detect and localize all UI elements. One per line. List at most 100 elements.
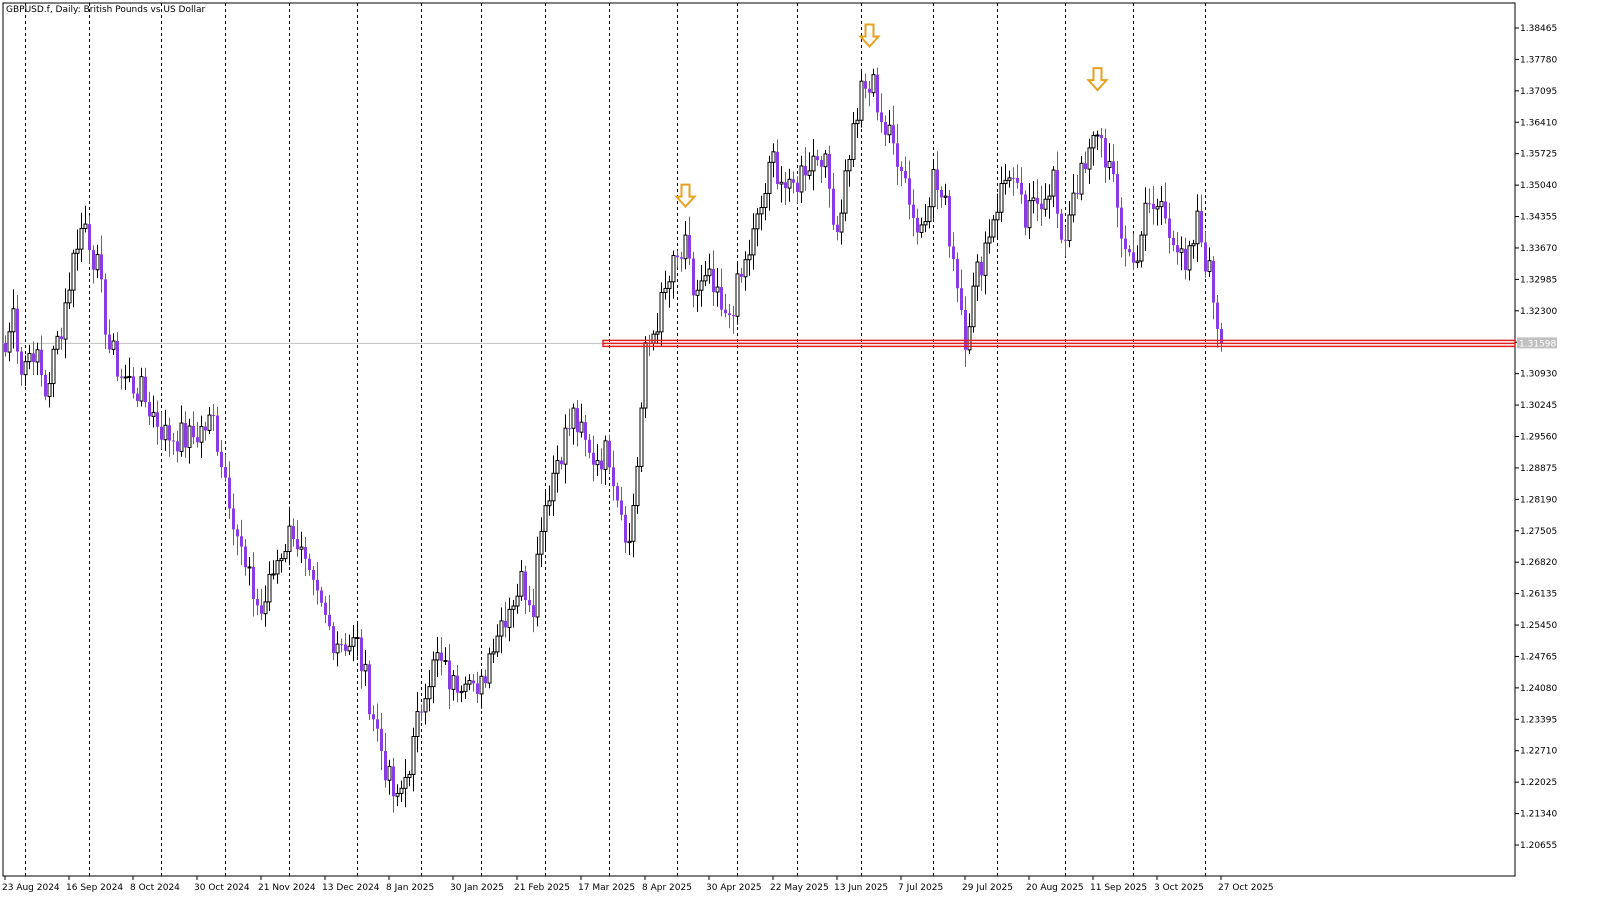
- candle: [228, 461, 231, 519]
- candle-body: [1124, 238, 1127, 250]
- candle-body: [100, 254, 103, 280]
- candle-body: [612, 467, 615, 487]
- candle-body: [504, 620, 507, 628]
- candle: [900, 161, 903, 187]
- time-tick-label: 3 Oct 2025: [1154, 883, 1204, 893]
- time-tick-label: 8 Oct 2024: [130, 883, 180, 893]
- candle: [484, 669, 487, 688]
- candle: [836, 215, 839, 241]
- candle-body: [1164, 201, 1167, 219]
- candle-body: [407, 773, 412, 778]
- candle: [699, 264, 704, 307]
- candle: [943, 183, 948, 206]
- candle: [1012, 167, 1015, 196]
- candle-body: [104, 279, 107, 335]
- candle: [1116, 160, 1119, 228]
- candle: [279, 553, 284, 573]
- candle-body: [663, 287, 668, 293]
- candle: [328, 595, 331, 631]
- candle-body: [11, 308, 16, 333]
- candle-body: [79, 227, 84, 250]
- candle: [507, 597, 512, 642]
- candle: [324, 596, 327, 624]
- price-tick-label: 1.32300: [1520, 307, 1557, 317]
- price-tick-label: 1.30245: [1520, 401, 1557, 411]
- candle-body: [151, 411, 156, 417]
- candle-body: [931, 168, 936, 208]
- candle-body: [283, 551, 288, 560]
- candle: [659, 282, 664, 347]
- candle: [643, 336, 648, 419]
- candle: [767, 155, 772, 211]
- candle: [692, 251, 695, 308]
- candle: [980, 256, 983, 291]
- resistance-line: [602, 339, 1516, 348]
- candle: [1040, 185, 1043, 226]
- candle: [724, 293, 727, 318]
- candle: [16, 295, 19, 364]
- candle-body: [192, 426, 195, 438]
- candle-body: [995, 211, 1000, 221]
- candle-body: [116, 341, 119, 377]
- candle: [260, 589, 263, 621]
- candle-body: [1084, 163, 1087, 170]
- candle: [1168, 202, 1171, 254]
- candle-body: [971, 285, 976, 328]
- candle-body: [1036, 197, 1039, 204]
- candle-body: [1179, 248, 1184, 253]
- down-arrow-icon: [858, 23, 881, 49]
- candle: [27, 344, 32, 370]
- candle-body: [423, 698, 428, 713]
- candle-body: [487, 653, 492, 684]
- price-tick-label: 1.21340: [1520, 810, 1557, 820]
- candle-body: [443, 659, 448, 662]
- candle-body: [960, 288, 963, 311]
- candle: [588, 433, 591, 459]
- candle-body: [479, 675, 484, 695]
- time-tick-label: 13 Dec 2024: [322, 883, 380, 893]
- candle-body: [563, 427, 568, 465]
- candle: [332, 622, 335, 661]
- candle: [940, 186, 943, 208]
- candle-body: [376, 719, 379, 729]
- candle: [847, 155, 852, 187]
- candle: [703, 260, 708, 287]
- candle: [855, 107, 860, 139]
- candle-body: [4, 342, 7, 353]
- candle: [612, 450, 615, 501]
- candle-body: [796, 182, 799, 192]
- candle: [1187, 240, 1192, 281]
- time-tick-label: 17 Mar 2025: [578, 883, 635, 893]
- candle-body: [196, 437, 199, 443]
- candle-body: [83, 223, 88, 229]
- candle-body: [627, 540, 632, 544]
- candle: [476, 671, 479, 704]
- time-axis: 23 Aug 2024 16 Sep 2024 8 Oct 2024 30 Oct 2…: [2, 876, 1274, 893]
- price-tick-label: 1.20655: [1520, 841, 1557, 851]
- candle-body: [1148, 203, 1151, 205]
- time-tick-label: 11 Sep 2025: [1090, 883, 1147, 893]
- candle-body: [595, 460, 600, 466]
- candle-body: [859, 80, 864, 121]
- candle: [927, 197, 932, 229]
- candle: [671, 250, 676, 299]
- candle: [720, 268, 723, 317]
- candle-body: [360, 637, 363, 671]
- candle-body: [908, 178, 911, 205]
- candle: [1164, 182, 1167, 224]
- candle-body: [395, 792, 400, 797]
- candle-body: [779, 181, 784, 185]
- candle-body: [695, 289, 700, 296]
- candle: [71, 249, 76, 308]
- candle: [1047, 184, 1052, 219]
- candle-body: [472, 680, 475, 684]
- candle-body: [1003, 179, 1008, 185]
- price-tick-label: 1.37780: [1520, 55, 1557, 65]
- price-tick-label: 1.38465: [1520, 24, 1557, 34]
- candle: [111, 333, 116, 356]
- candle-body: [484, 676, 487, 684]
- candle-body: [1152, 203, 1155, 209]
- price-tick-label: 1.26135: [1520, 590, 1557, 600]
- candle-body: [715, 286, 720, 293]
